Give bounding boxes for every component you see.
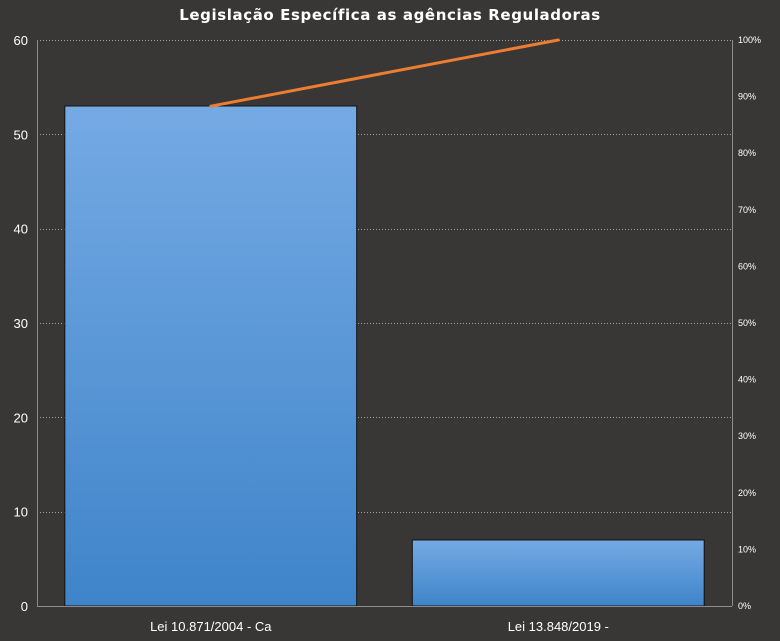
axes xyxy=(37,40,733,607)
y2-tick-label: 30% xyxy=(738,431,756,441)
y-tick-label: 40 xyxy=(14,222,28,237)
y2-tick-label: 100% xyxy=(738,35,761,45)
y-tick-label: 0 xyxy=(21,599,28,614)
gridlines xyxy=(37,40,732,513)
bar xyxy=(411,539,705,607)
y2-tick-label: 20% xyxy=(738,488,756,498)
y-tick-label: 20 xyxy=(14,410,28,425)
x-tick-label: Lei 10.871/2004 - Ca xyxy=(150,619,272,634)
y2-tick-label: 40% xyxy=(738,375,756,385)
y2-tick-label: 80% xyxy=(738,148,756,158)
bars xyxy=(64,105,705,607)
y-tick-label: 50 xyxy=(14,127,28,142)
chart-title: Legislação Específica as agências Regula… xyxy=(179,6,601,24)
y2-tick-label: 10% xyxy=(738,544,756,554)
y-tick-label: 30 xyxy=(14,316,28,331)
cumulative-line-layer xyxy=(209,38,560,108)
y-tick-label: 10 xyxy=(14,505,28,520)
y-tick-label: 60 xyxy=(14,33,28,48)
y2-tick-label: 90% xyxy=(738,92,756,102)
x-tick-label: Lei 13.848/2019 - xyxy=(508,619,609,634)
bar xyxy=(64,105,358,607)
y2-tick-label: 60% xyxy=(738,261,756,271)
y2-tick-label: 0% xyxy=(738,601,751,611)
tick-labels: 0 10 20 30 40 50 60 0% 10% 20% 30% 40% 50% 60% 70% 80% 9… xyxy=(14,33,762,634)
y2-tick-label: 70% xyxy=(738,205,756,215)
cumulative-line xyxy=(209,38,560,108)
y2-tick-label: 50% xyxy=(738,318,756,328)
